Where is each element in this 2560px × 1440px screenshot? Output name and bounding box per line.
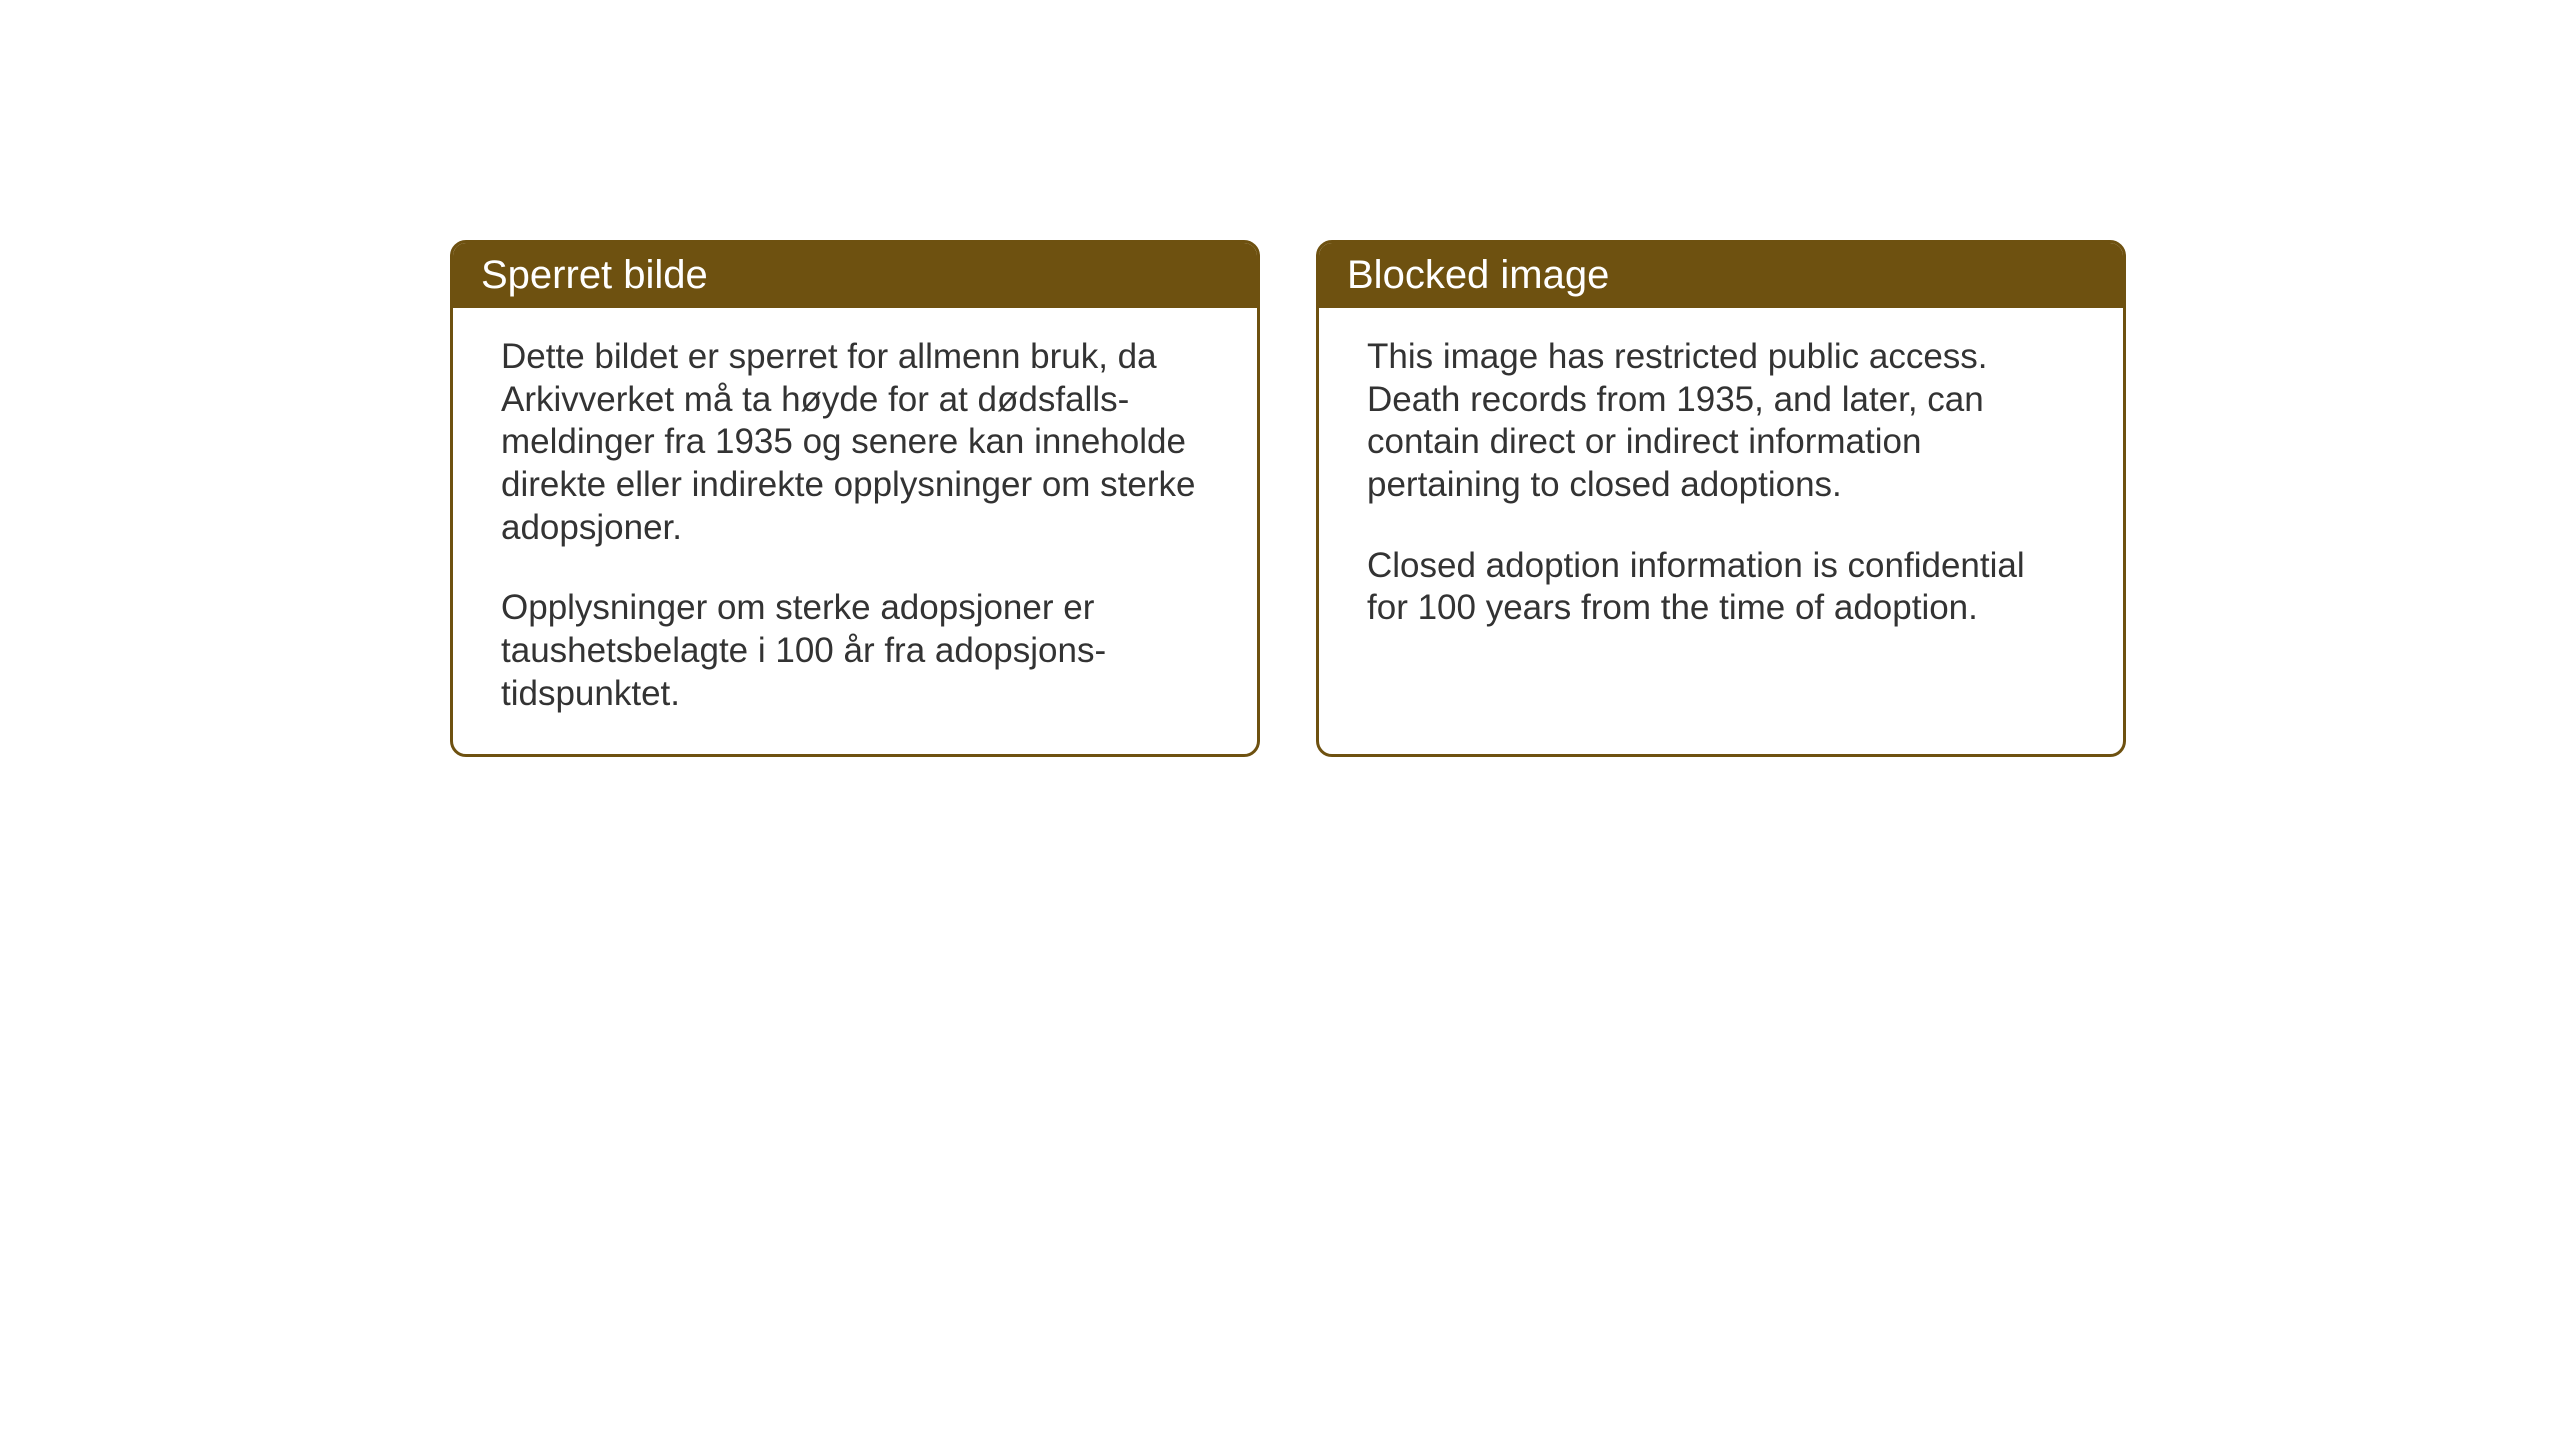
- notice-container: Sperret bilde Dette bildet er sperret fo…: [450, 240, 2126, 757]
- card-paragraph1-norwegian: Dette bildet er sperret for allmenn bruk…: [501, 336, 1209, 549]
- notice-card-english: Blocked image This image has restricted …: [1316, 240, 2126, 757]
- card-paragraph2-norwegian: Opplysninger om sterke adopsjoner er tau…: [501, 587, 1209, 715]
- notice-card-norwegian: Sperret bilde Dette bildet er sperret fo…: [450, 240, 1260, 757]
- card-paragraph2-english: Closed adoption information is confident…: [1367, 545, 2075, 630]
- card-title-norwegian: Sperret bilde: [481, 253, 708, 297]
- card-header-english: Blocked image: [1319, 243, 2123, 308]
- card-title-english: Blocked image: [1347, 253, 1609, 297]
- card-body-english: This image has restricted public access.…: [1319, 308, 2123, 668]
- card-paragraph1-english: This image has restricted public access.…: [1367, 336, 2075, 507]
- card-body-norwegian: Dette bildet er sperret for allmenn bruk…: [453, 308, 1257, 754]
- card-header-norwegian: Sperret bilde: [453, 243, 1257, 308]
